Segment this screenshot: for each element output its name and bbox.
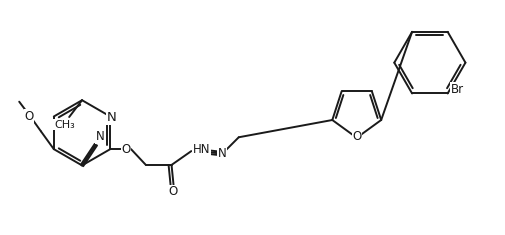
Text: O: O bbox=[24, 110, 34, 123]
Text: N: N bbox=[218, 147, 226, 160]
Text: O: O bbox=[122, 143, 131, 156]
Text: N: N bbox=[107, 111, 116, 124]
Text: N: N bbox=[95, 130, 104, 143]
Text: HN: HN bbox=[192, 143, 210, 156]
Text: O: O bbox=[168, 185, 177, 198]
Text: CH₃: CH₃ bbox=[54, 120, 75, 130]
Text: Br: Br bbox=[451, 83, 464, 96]
Text: O: O bbox=[352, 130, 362, 143]
